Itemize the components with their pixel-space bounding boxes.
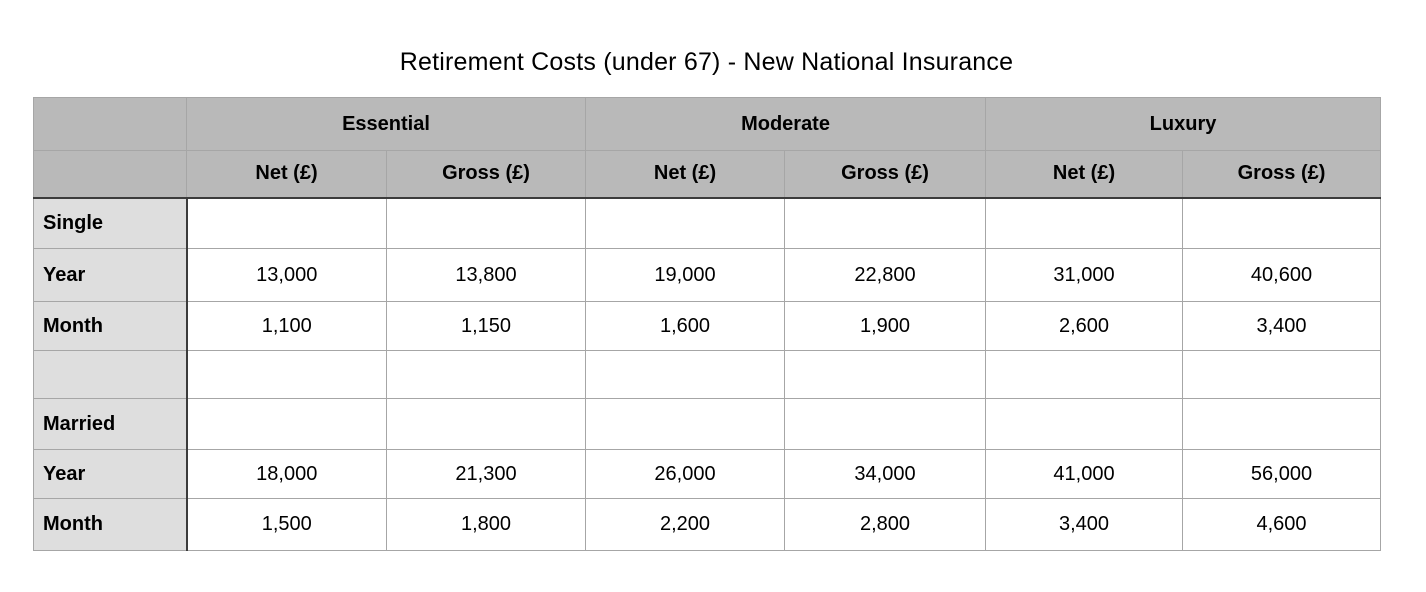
value-cell: [186, 350, 387, 399]
table-row-single-year: Year 13,000 13,800 19,000 22,800 31,000 …: [33, 248, 1382, 302]
table-row-spacer: [33, 350, 1382, 399]
value-cell: 2,200: [585, 498, 786, 551]
table-row-married-year: Year 18,000 21,300 26,000 34,000 41,000 …: [33, 449, 1382, 499]
value-cell: [585, 350, 786, 399]
blank-header-cell: [33, 97, 187, 151]
value-cell: [985, 197, 1184, 249]
value-cell: 34,000: [784, 449, 987, 499]
table-row-married: Married: [33, 398, 1382, 450]
group-header-row: Essential Moderate Luxury: [33, 97, 1382, 151]
value-cell: 2,800: [784, 498, 987, 551]
value-cell: [985, 398, 1184, 450]
value-cell: 56,000: [1182, 449, 1382, 499]
group-header-luxury: Luxury: [985, 97, 1382, 151]
row-label-cell: Year: [33, 449, 188, 499]
table-row-married-month: Month 1,500 1,800 2,200 2,800 3,400 4,60…: [33, 498, 1382, 551]
value-cell: 19,000: [585, 248, 786, 302]
blank-header-cell: [33, 150, 187, 199]
value-cell: 31,000: [985, 248, 1184, 302]
value-cell: 40,600: [1182, 248, 1382, 302]
row-label-cell: Married: [33, 398, 188, 450]
group-header-moderate: Moderate: [585, 97, 987, 151]
sub-header-cell: Gross (£): [784, 150, 987, 199]
row-label-cell: [33, 350, 188, 399]
sub-header-cell: Net (£): [186, 150, 387, 199]
sub-header-cell: Net (£): [585, 150, 786, 199]
value-cell: [1182, 398, 1382, 450]
data-table: Essential Moderate Luxury Net (£) Gross …: [33, 97, 1382, 551]
sub-header-cell: Gross (£): [385, 150, 587, 199]
table-title: Retirement Costs (under 67) - New Nation…: [399, 48, 1014, 76]
row-label-cell: Month: [33, 301, 188, 351]
value-cell: [186, 197, 387, 249]
row-label-cell: Single: [33, 197, 188, 249]
value-cell: [585, 398, 786, 450]
value-cell: 1,800: [385, 498, 587, 551]
value-cell: 1,500: [186, 498, 387, 551]
value-cell: [385, 350, 587, 399]
value-cell: 21,300: [385, 449, 587, 499]
value-cell: [784, 398, 987, 450]
sub-header-row: Net (£) Gross (£) Net (£) Gross (£) Net …: [33, 150, 1382, 199]
value-cell: 13,800: [385, 248, 587, 302]
value-cell: 18,000: [186, 449, 387, 499]
group-header-essential: Essential: [185, 97, 587, 151]
value-cell: 1,100: [186, 301, 387, 351]
value-cell: 22,800: [784, 248, 987, 302]
value-cell: [186, 398, 387, 450]
value-cell: 26,000: [585, 449, 786, 499]
value-cell: 41,000: [985, 449, 1184, 499]
row-label-cell: Month: [33, 498, 188, 551]
value-cell: [784, 197, 987, 249]
value-cell: [585, 197, 786, 249]
value-cell: 3,400: [985, 498, 1184, 551]
value-cell: 4,600: [1182, 498, 1382, 551]
value-cell: [985, 350, 1184, 399]
table-row-single: Single: [33, 197, 1382, 249]
value-cell: 1,600: [585, 301, 786, 351]
value-cell: 13,000: [186, 248, 387, 302]
value-cell: [1182, 197, 1382, 249]
sub-header-cell: Net (£): [985, 150, 1184, 199]
value-cell: [784, 350, 987, 399]
value-cell: 1,150: [385, 301, 587, 351]
value-cell: [385, 197, 587, 249]
value-cell: [1182, 350, 1382, 399]
value-cell: [385, 398, 587, 450]
table-row-single-month: Month 1,100 1,150 1,600 1,900 2,600 3,40…: [33, 301, 1382, 351]
retirement-costs-table: Essential Moderate Luxury Net (£) Gross …: [33, 97, 1382, 551]
value-cell: 1,900: [784, 301, 987, 351]
sub-header-cell: Gross (£): [1182, 150, 1382, 199]
value-cell: 2,600: [985, 301, 1184, 351]
row-label-cell: Year: [33, 248, 188, 302]
value-cell: 3,400: [1182, 301, 1382, 351]
